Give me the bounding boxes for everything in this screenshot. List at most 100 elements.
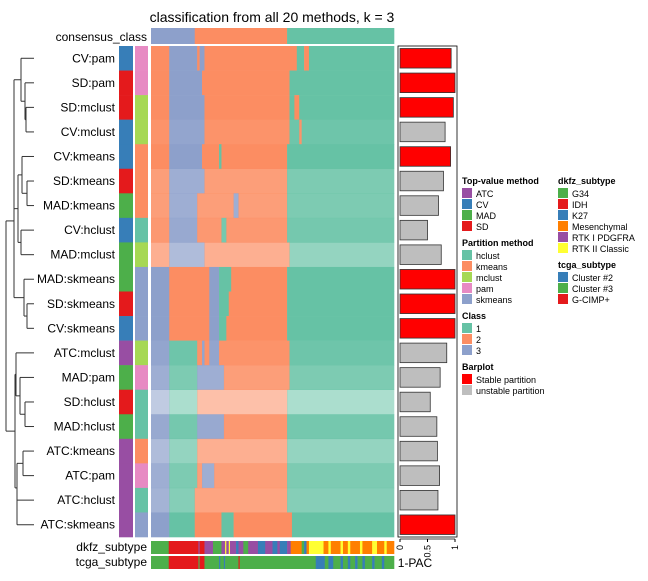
legend-item-label: IDH: [572, 200, 588, 210]
heatmap-cell: [223, 365, 290, 390]
legend-swatch: [558, 294, 568, 304]
heatmap-cell: [197, 414, 225, 440]
heatmap-cell: [202, 144, 220, 170]
legend-item-label: SD: [476, 222, 489, 232]
heatmap-cell: [151, 217, 170, 243]
dkfz-subtype-cell: [347, 541, 351, 554]
legend-swatch: [462, 221, 472, 231]
tcga-subtype-cell: [340, 556, 344, 569]
dkfz-subtype-cell: [328, 541, 332, 554]
legend-swatch: [558, 283, 568, 293]
legend-title: Class: [462, 311, 486, 321]
dkfz-subtype-cell: [238, 541, 244, 554]
tcga-subtype-cell: [355, 556, 358, 569]
pac-bar: [399, 97, 454, 118]
heatmap-cell: [233, 193, 239, 219]
partition-method-cell: [135, 365, 148, 390]
tcga-subtype-cell: [372, 556, 375, 569]
dkfz-subtype-cell: [301, 541, 305, 554]
heatmap-cell: [287, 389, 395, 415]
heatmap-cell: [308, 46, 395, 71]
heatmap-cell: [151, 70, 170, 96]
legend-item-label: Stable partition: [476, 375, 536, 385]
heatmap-cell: [219, 266, 232, 292]
heatmap-cell: [209, 340, 220, 366]
heatmap-cell: [219, 340, 290, 366]
dkfz-subtype-cell: [229, 541, 237, 554]
dkfz-subtype-cell: [221, 541, 226, 554]
heatmap-cell: [304, 46, 310, 71]
consensus-class-cell: [151, 28, 196, 44]
legend-swatch: [462, 345, 472, 355]
legend-swatch: [558, 243, 568, 253]
partition-method-cell: [135, 95, 148, 120]
partition-method-cell: [135, 389, 148, 415]
pac-bar: [399, 514, 456, 535]
barplot-tick-label: 0.5: [423, 545, 433, 558]
legend-swatch: [558, 232, 568, 242]
legend-item-label: hclust: [476, 251, 500, 261]
partition-method-cell: [135, 512, 148, 538]
top-value-method-cell: [119, 46, 133, 71]
heatmap-cell: [169, 217, 198, 243]
row-label: MAD:skmeans: [37, 272, 115, 286]
heatmap-cell: [169, 291, 210, 317]
row-label: ATC:kmeans: [47, 444, 115, 458]
dkfz-subtype-cell: [272, 541, 278, 554]
tcga-subtype-cell: [333, 556, 341, 569]
row-label: MAD:kmeans: [43, 199, 115, 213]
legend-item-label: Cluster #3: [572, 284, 613, 294]
heatmap-cell: [151, 487, 170, 513]
top-value-method-cell: [119, 242, 133, 268]
heatmap-cell: [197, 463, 203, 489]
heatmap-cell: [287, 438, 395, 464]
barplot-x-label: 1-PAC: [398, 556, 433, 570]
legend-item-label: ATC: [476, 189, 494, 199]
heatmap-cell: [238, 193, 288, 219]
heatmap-cell: [219, 316, 227, 341]
partition-method-cell: [135, 487, 148, 513]
consensus-class-bar: [151, 28, 395, 44]
top-value-method-cell: [119, 389, 133, 415]
dkfz-subtype-cell: [330, 541, 341, 554]
dkfz-subtype-cell: [386, 541, 395, 554]
dkfz-subtype-cell: [290, 541, 302, 554]
heatmap-cell: [197, 193, 234, 219]
heatmap-cell: [151, 463, 170, 489]
tcga-subtype-cell: [238, 556, 240, 569]
heatmap-cell: [169, 414, 198, 440]
legend-item-label: G34: [572, 189, 589, 199]
dkfz-subtype-cell: [277, 541, 281, 554]
heatmap-cell: [197, 46, 200, 71]
legend-item-label: CV: [476, 200, 489, 210]
partition-method-cell: [135, 70, 148, 96]
heatmap-cell: [287, 193, 395, 219]
bottom-annotation-label: dkfz_subtype: [76, 540, 147, 554]
legend-item-label: skmeans: [476, 295, 513, 305]
heatmap-cell: [301, 119, 395, 145]
top-value-method-cell: [119, 70, 133, 96]
dkfz-subtype-cell: [168, 541, 199, 554]
consensus-class-cell: [287, 28, 395, 44]
tcga-subtype-cell: [199, 556, 205, 569]
pac-bar: [399, 293, 456, 314]
row-label: ATC:hclust: [57, 493, 115, 507]
heatmap-cell: [209, 266, 220, 292]
legend-item-label: unstable partition: [476, 386, 545, 396]
heatmap-cell: [151, 340, 170, 366]
legend-swatch: [462, 250, 472, 260]
tcga-subtype-cell: [364, 556, 373, 569]
top-value-method-cell: [119, 119, 133, 145]
tcga-subtype-cell: [225, 556, 239, 569]
heatmap-cell: [169, 70, 203, 96]
heatmap-cell: [151, 119, 170, 145]
heatmap-cell: [169, 438, 198, 464]
legend-item-label: RTK II Classic: [572, 244, 629, 254]
tcga-subtype-cell: [151, 556, 170, 569]
dkfz-subtype-cell: [279, 541, 288, 554]
dkfz-subtype-cell: [342, 541, 349, 554]
tcga-subtype-cell: [328, 556, 334, 569]
partition-method-cell: [135, 266, 148, 292]
